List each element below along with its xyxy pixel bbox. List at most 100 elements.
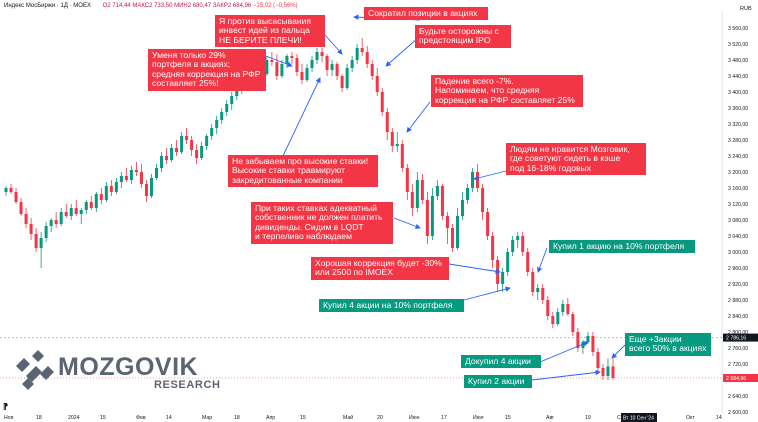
candle-body <box>59 212 63 224</box>
candle-body <box>205 136 209 146</box>
candle-body <box>185 136 189 140</box>
candle-body <box>160 156 164 168</box>
candle-body <box>200 146 204 158</box>
candle-body <box>129 170 133 180</box>
candle-body <box>450 228 454 248</box>
y-tick-label: 3 240,00 <box>728 154 748 160</box>
candle-body <box>486 212 490 236</box>
candle-body <box>285 56 289 64</box>
candle-body <box>34 234 38 248</box>
candle-body <box>39 238 43 248</box>
candle-body <box>114 182 118 192</box>
y-tick-label: 3 320,00 <box>728 122 748 128</box>
x-tick-label: Апр <box>266 415 275 421</box>
candle-body <box>235 88 239 96</box>
candle-body <box>596 352 600 368</box>
annotation-bought-1: Купил 1 акцию на 10% портфеля <box>549 240 695 254</box>
annotation-arrow <box>611 344 626 359</box>
y-tick-label: 2 960,00 <box>728 266 748 272</box>
candle-body <box>175 148 179 152</box>
y-tick-label: 3 560,00 <box>728 26 748 32</box>
x-tick-label: Фев <box>136 415 146 421</box>
candle-body <box>24 214 28 224</box>
candle-body <box>119 176 123 182</box>
annotation-added-4: Докупил 4 акции <box>461 355 541 369</box>
candle-body <box>139 172 143 184</box>
candle-body <box>546 300 550 316</box>
candle-body <box>305 68 309 80</box>
candle-body <box>521 236 525 252</box>
candle-body <box>300 72 304 80</box>
candle-body <box>370 64 374 76</box>
candle-body <box>280 64 284 76</box>
candle-body <box>180 136 184 152</box>
candle-body <box>64 212 68 216</box>
candle-body <box>571 314 575 332</box>
candle-body <box>320 52 324 56</box>
annotation-arrow <box>539 341 589 363</box>
candle-body <box>455 216 459 248</box>
candle-body <box>89 202 93 208</box>
annotation-portfolio-29: Уменя только 29% портфеля в акциях; сред… <box>148 49 266 91</box>
y-tick-label: 3 080,00 <box>728 218 748 224</box>
y-tick-label: 2 720,00 <box>728 362 748 368</box>
candle-body <box>365 52 369 64</box>
annotation-people-dislike: Людям не нравится Мозговик, где советуют… <box>506 143 646 176</box>
candle-body <box>310 60 314 68</box>
x-tick-label: 2024 <box>68 415 80 421</box>
candle-body <box>611 366 615 378</box>
annotation-arrow <box>265 55 293 67</box>
annotation-arrow <box>463 286 511 301</box>
candle-body <box>375 76 379 92</box>
y-tick-label: 2 800,00 <box>728 330 748 336</box>
price-label: 2 786,16 <box>726 336 746 342</box>
candle-body <box>586 336 590 342</box>
candle-body <box>440 186 444 216</box>
x-tick-label: Июн <box>409 415 420 421</box>
annotation-bought-4: Купил 4 акции на 10% портфеля <box>319 299 464 313</box>
candle-body <box>195 150 199 158</box>
x-tick-label: 15 <box>505 415 511 421</box>
x-tick-label: Июл <box>473 415 484 421</box>
annotation-high-rates: Не забываем про высокие ставки! Высокие … <box>228 155 378 188</box>
candle-body <box>481 188 485 212</box>
candle-body <box>566 304 570 314</box>
candle-body <box>99 194 103 200</box>
candle-body <box>84 202 88 210</box>
candle-body <box>220 112 224 120</box>
candle-body <box>345 68 349 88</box>
candle-body <box>420 180 424 200</box>
symbol-title[interactable]: Индекс МосБиржи · 1Д · MOEX <box>4 3 91 9</box>
candle-body <box>44 226 48 238</box>
y-tick-label: 3 480,00 <box>728 58 748 64</box>
y-tick-label: 2 840,00 <box>728 314 748 320</box>
candle-body <box>79 210 83 214</box>
candle-body <box>380 92 384 112</box>
candle-body <box>49 220 53 226</box>
candle-body <box>144 184 148 196</box>
candle-body <box>134 170 138 172</box>
candle-body <box>415 180 419 208</box>
annotation-arrow <box>448 263 501 274</box>
candle-body <box>601 368 605 376</box>
annotation-bought-2: Купил 2 акции <box>464 375 532 389</box>
candle-body <box>225 104 229 112</box>
candle-body <box>491 236 495 260</box>
candle-body <box>501 272 505 284</box>
candle-body <box>561 304 565 312</box>
x-tick-label: 15 <box>300 415 306 421</box>
candle-body <box>606 366 610 376</box>
candle-body <box>149 178 153 196</box>
annotation-correction-30: Хорошая коррекция будет -30% или 2500 по… <box>311 257 449 280</box>
candle-body <box>445 216 449 228</box>
mozgovik-logo: MOZGOVIK RESEARCH <box>14 350 220 396</box>
candle-body <box>104 186 108 200</box>
annotation-drop-7: Падение всего -7%. Напоминаем, что средн… <box>431 75 583 108</box>
candle-body <box>536 288 540 292</box>
candle-body <box>335 64 339 76</box>
candle-body <box>54 220 58 224</box>
y-tick-label: 3 200,00 <box>728 170 748 176</box>
candle-body <box>295 58 299 72</box>
logo-mark-icon <box>16 350 54 390</box>
